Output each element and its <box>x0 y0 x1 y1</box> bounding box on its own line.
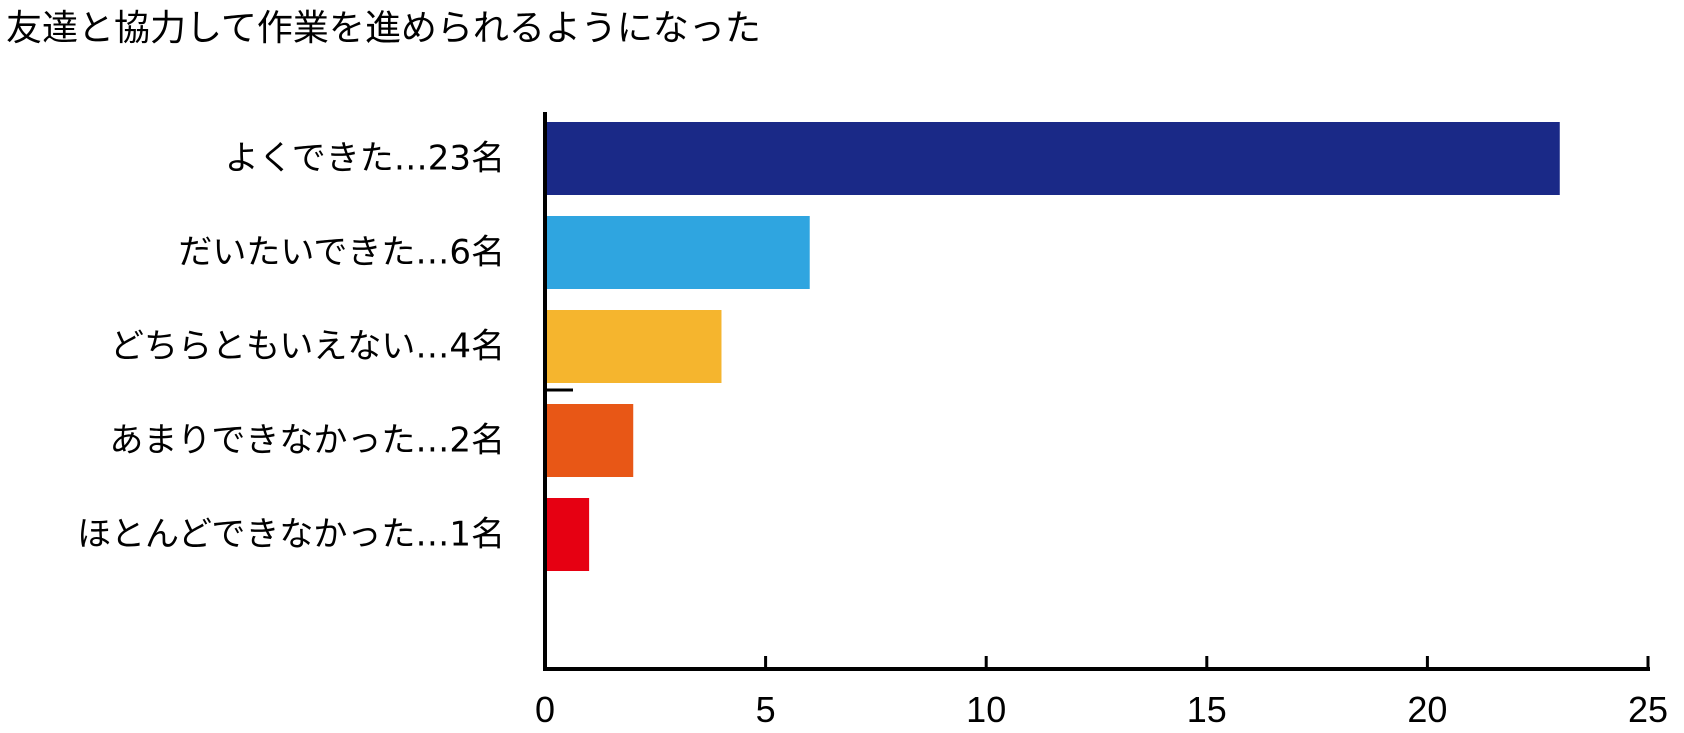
category-label-5: ほとんどできなかった…1名 <box>77 515 505 555</box>
bar-1 <box>545 122 1560 195</box>
bar-2 <box>545 216 810 289</box>
tick-labels-group: 0 5 10 15 20 25 <box>535 689 1668 730</box>
bar-3 <box>545 310 722 383</box>
bar-5 <box>545 498 590 571</box>
category-labels-group: よくできた…23名だいたいできた…6名どちらともいえない…4名あまりできなかった… <box>77 139 505 555</box>
x-tick-label-20: 20 <box>1407 689 1447 730</box>
category-label-2: だいたいできた…6名 <box>178 233 505 273</box>
bars-group <box>545 122 1560 571</box>
x-tick-label-15: 15 <box>1187 689 1227 730</box>
category-label-4: あまりできなかった…2名 <box>109 421 505 461</box>
category-label-1: よくできた…23名 <box>225 139 505 179</box>
axes-group <box>543 112 1650 671</box>
x-tick-label-25: 25 <box>1628 689 1668 730</box>
x-tick-label-0: 0 <box>535 689 555 730</box>
bar-4 <box>545 404 634 477</box>
chart-title: 友達と協力して作業を進められるようになった <box>6 8 761 49</box>
x-tick-label-5: 5 <box>756 689 776 730</box>
category-label-3: どちらともいえない…4名 <box>110 327 505 367</box>
x-tick-label-10: 10 <box>966 689 1006 730</box>
